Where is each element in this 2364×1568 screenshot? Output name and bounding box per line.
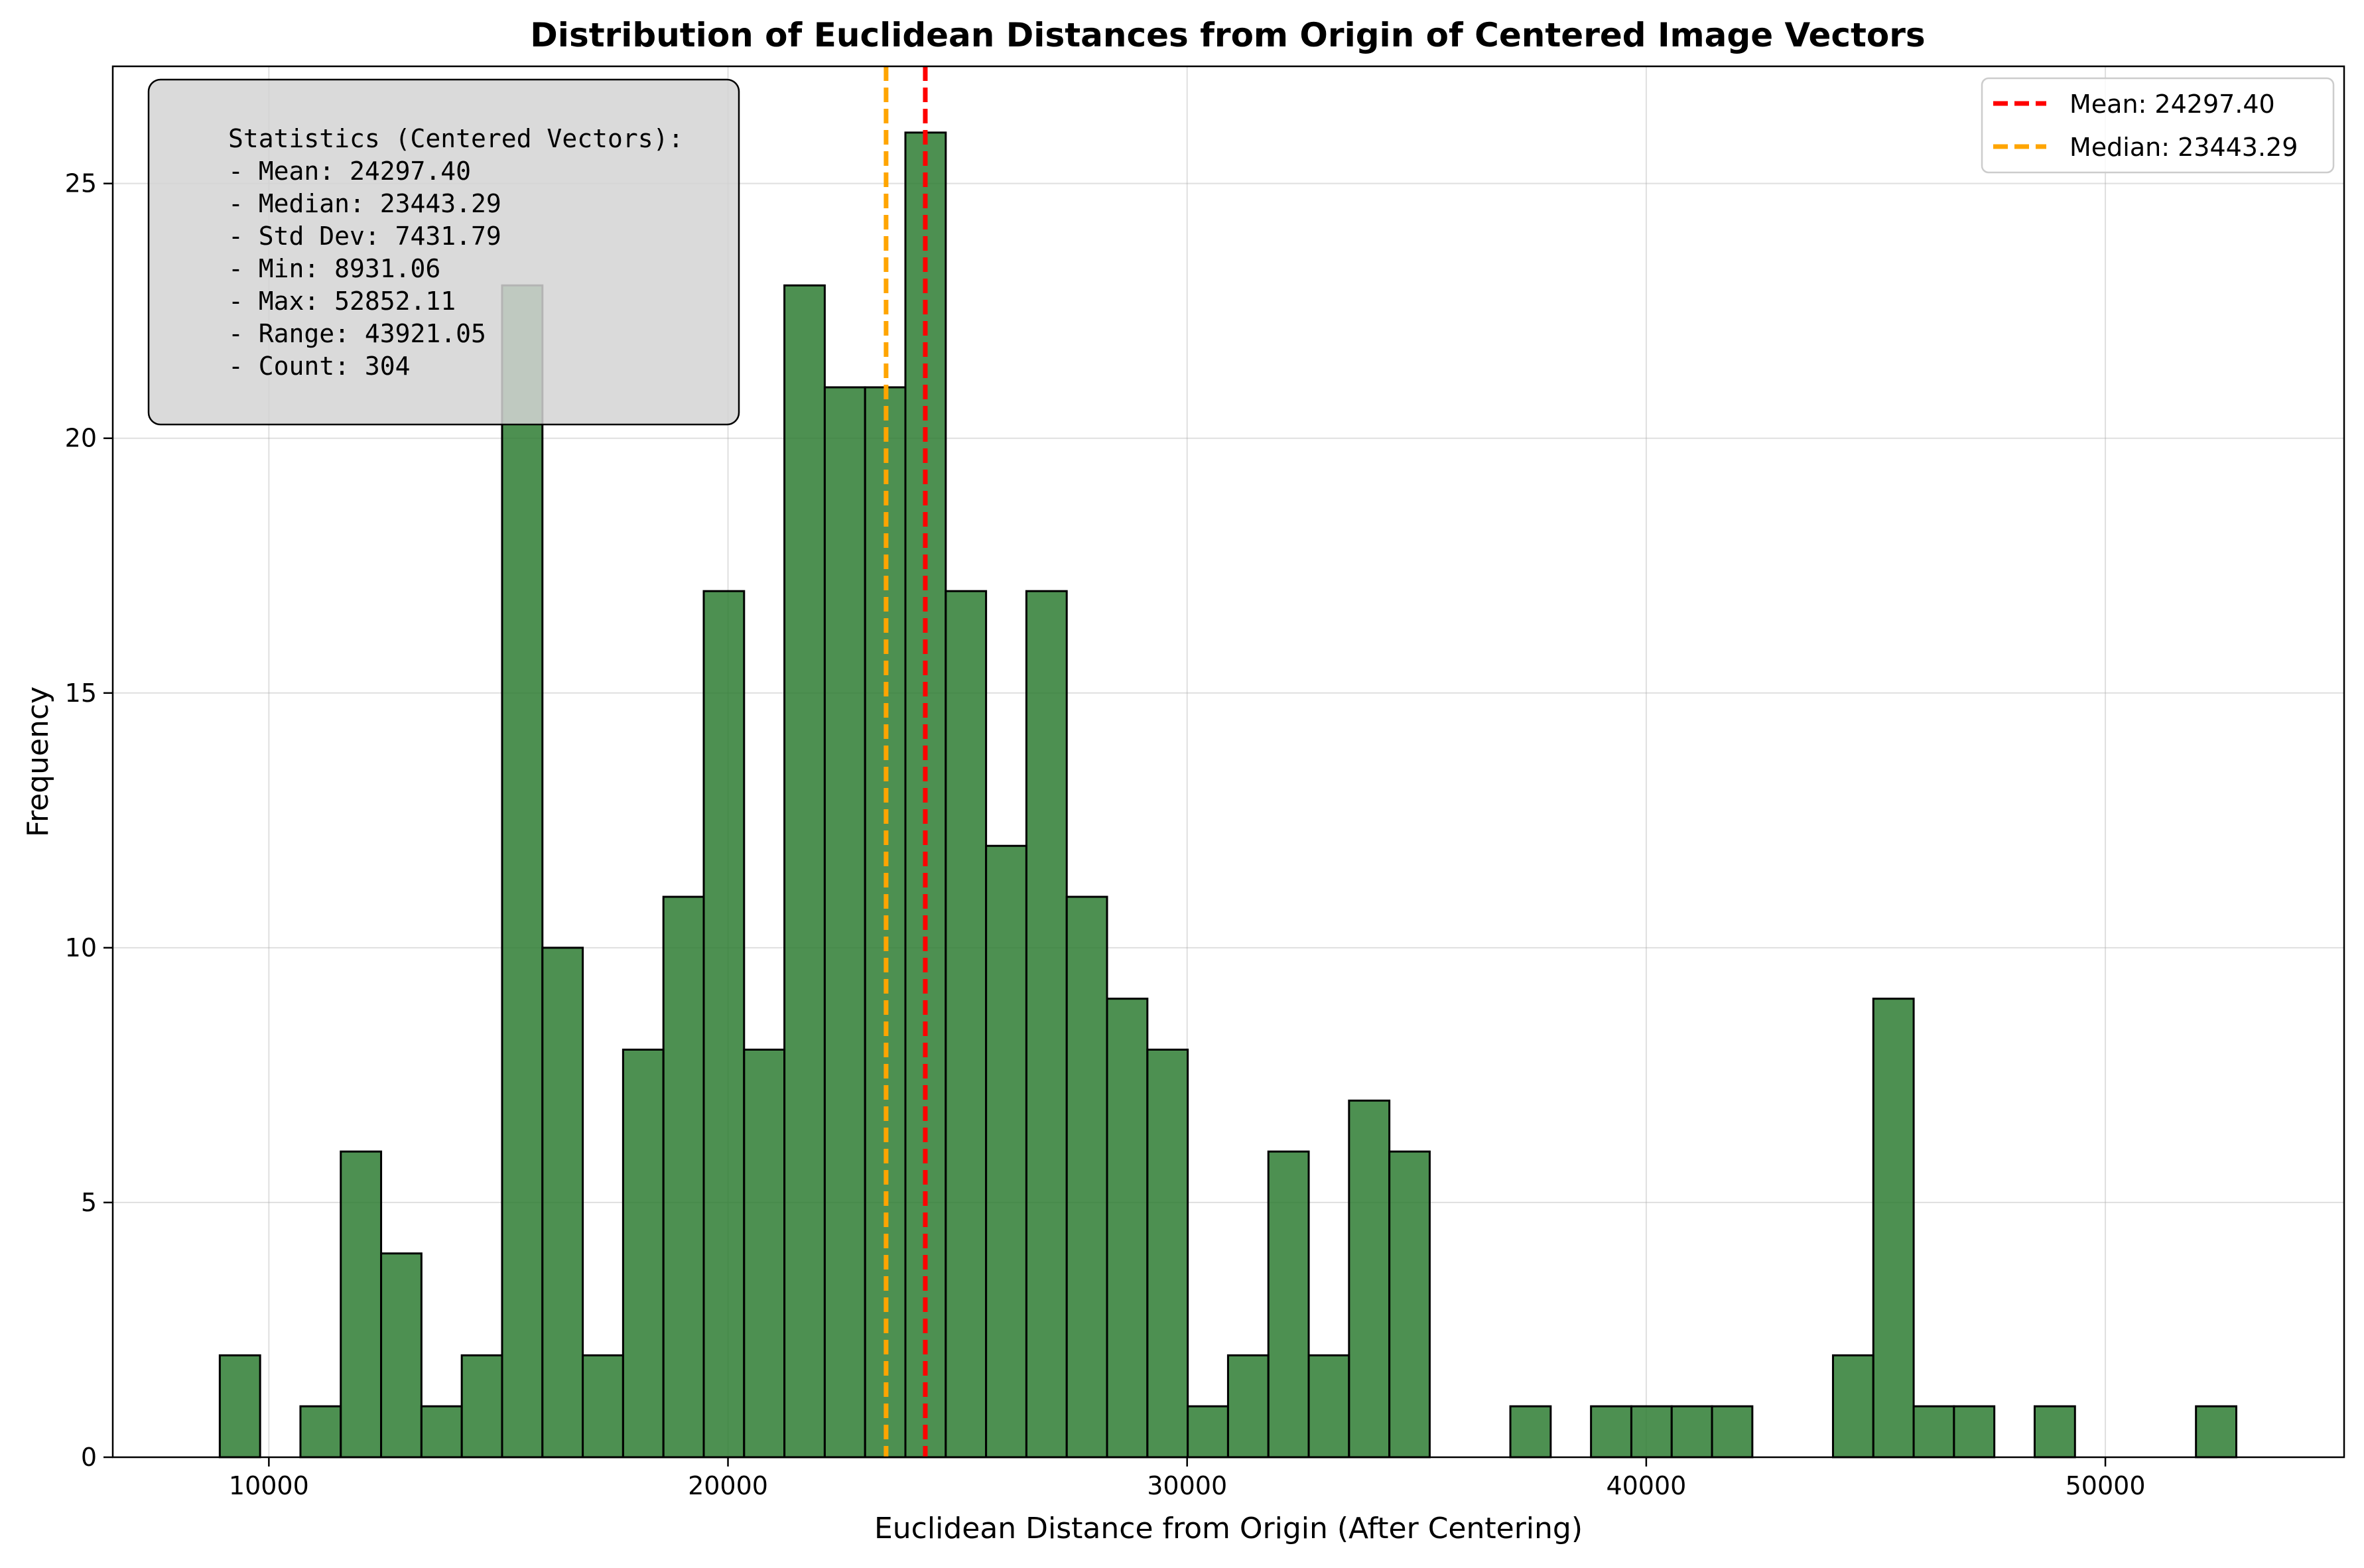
y-tick-label: 0 [81,1443,97,1472]
stats-heading: Statistics (Centered Vectors): [228,124,683,153]
histogram-bar [945,590,988,1459]
histogram-bar [1711,1405,1754,1459]
histogram-bar [823,386,866,1459]
histogram-bar [541,947,584,1459]
y-tick-label: 25 [65,169,97,198]
y-tick-label: 20 [65,424,97,453]
stats-mean: - Mean: 24297.40 [228,157,471,186]
histogram-bar [1831,1354,1874,1459]
histogram-bar [1590,1405,1632,1459]
histogram-bar [1187,1405,1229,1459]
x-tick-label: 40000 [1606,1471,1686,1500]
y-tick-label: 5 [81,1188,97,1217]
stats-count: - Count: 304 [228,352,411,381]
y-tick-label: 10 [65,933,97,962]
histogram-bar [340,1150,383,1459]
histogram-bar [622,1048,665,1459]
stats-min: - Min: 8931.06 [228,254,440,283]
histogram-bars [218,131,2237,1459]
histogram-bar [1953,1405,1996,1459]
histogram-bar [1509,1405,1552,1459]
legend-median-label: Median: 23443.29 [2069,133,2298,162]
legend-mean-label: Mean: 24297.40 [2069,90,2275,119]
y-tick-label: 15 [65,679,97,708]
histogram-bar [582,1354,624,1459]
plot-frame [111,65,2345,1459]
histogram-bar [1106,998,1149,1459]
stats-max: - Max: 52852.11 [228,287,456,316]
reference-lines [884,66,928,1457]
histogram-bar [1146,1048,1189,1459]
histogram-bar [420,1405,463,1459]
x-tick-label: 30000 [1147,1471,1227,1500]
histogram-bar [702,590,746,1459]
x-tick-label: 20000 [688,1471,768,1500]
histogram-bar [1912,1405,1955,1459]
x-axis-label: Euclidean Distance from Origin (After Ce… [874,1512,1583,1545]
histogram-bar [218,1354,261,1459]
legend-frame [1981,77,2335,174]
histogram-bar [1267,1150,1310,1459]
histogram-bar [380,1252,423,1459]
histogram-bar [985,844,1027,1459]
histogram-bar [1307,1354,1350,1459]
histogram-bar [1226,1354,1270,1459]
statistics-box: Statistics (Centered Vectors): - Mean: 2… [147,78,740,426]
stats-median: - Median: 23443.29 [228,189,501,218]
histogram-bar [1388,1150,1431,1459]
chart-title: Distribution of Euclidean Distances from… [530,16,1925,54]
histogram-bar [1025,590,1068,1459]
histogram-bar [1065,895,1108,1459]
histogram-bar [460,1354,503,1459]
stats-std-dev: - Std Dev: 7431.79 [228,222,501,251]
stats-range: - Range: 43921.05 [228,319,486,348]
histogram-bar [743,1048,786,1459]
histogram-bar [1348,1099,1391,1459]
legend: Mean: 24297.40 Median: 23443.29 [1981,77,2335,174]
histogram-bar [2195,1405,2237,1459]
statistics-box-background [147,78,740,426]
histogram-bar [1630,1405,1673,1459]
histogram-bar [501,284,544,1459]
axis-ticks: 10000 20000 30000 40000 50000 0 5 10 15 20 25 [65,169,2146,1500]
histogram-bar [1872,998,1915,1459]
histogram-bar [783,284,826,1459]
x-tick-label: 10000 [229,1471,309,1500]
histogram-bar [662,895,705,1459]
y-axis-label: Frequency [21,686,55,837]
x-tick-label: 50000 [2066,1471,2146,1500]
histogram-bar [2033,1405,2076,1459]
histogram-bar [1670,1405,1713,1459]
histogram-bar [299,1405,342,1459]
